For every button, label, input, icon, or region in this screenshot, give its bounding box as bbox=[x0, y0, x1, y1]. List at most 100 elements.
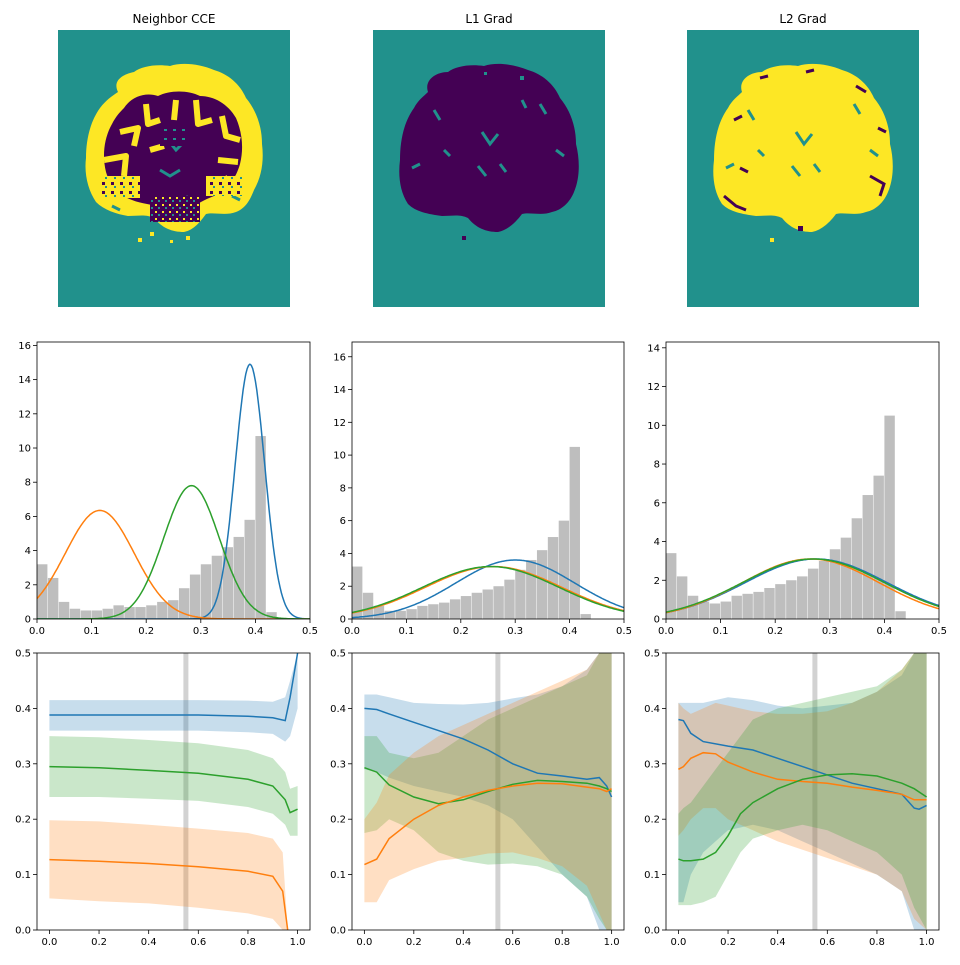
histogram-bar bbox=[807, 568, 819, 619]
x-tick-label: 0.4 bbox=[562, 626, 578, 637]
x-tick-label: 0.2 bbox=[767, 626, 783, 637]
x-tick-label: 0.2 bbox=[138, 626, 154, 637]
line-blue bbox=[678, 718, 927, 810]
band-orange bbox=[49, 820, 288, 930]
brain-teal-folds bbox=[725, 103, 879, 177]
histogram-bar bbox=[818, 560, 830, 619]
x-tick-label: 0.4 bbox=[770, 937, 786, 948]
x-tick-label: 0.0 bbox=[658, 626, 674, 637]
y-tick-label: 0 bbox=[25, 615, 31, 626]
x-tick-label: 0.2 bbox=[406, 937, 422, 948]
x-tick-label: 0.1 bbox=[713, 626, 729, 637]
brain-purple-edges bbox=[723, 68, 887, 212]
y-tick-label: 0 bbox=[340, 615, 346, 626]
x-tick-label: 0.2 bbox=[453, 626, 469, 637]
y-tick-label: 6 bbox=[25, 512, 31, 523]
histogram-bar bbox=[146, 605, 157, 619]
y-tick-label: 0.4 bbox=[330, 704, 346, 715]
line-orange bbox=[364, 782, 612, 866]
density-curve-blue bbox=[352, 559, 624, 619]
y-tick-label: 8 bbox=[340, 483, 346, 494]
x-tick-label: 0.8 bbox=[554, 937, 570, 948]
histogram-bar bbox=[569, 446, 580, 619]
x-tick-label: 0.0 bbox=[41, 937, 57, 948]
line-blue bbox=[49, 653, 299, 722]
histogram-bar bbox=[895, 611, 906, 619]
x-tick-label: 0.2 bbox=[91, 937, 107, 948]
histogram-bar bbox=[526, 559, 537, 619]
histogram-bar bbox=[515, 569, 526, 619]
histogram-bar bbox=[862, 495, 873, 619]
histogram-bar bbox=[709, 603, 721, 619]
line-orange bbox=[678, 751, 927, 801]
x-tick-label: 0.3 bbox=[193, 626, 209, 637]
y-tick-label: 4 bbox=[340, 549, 346, 560]
y-tick-label: 0.0 bbox=[330, 926, 346, 937]
y-tick-label: 0.2 bbox=[330, 815, 346, 826]
y-tick-label: 10 bbox=[333, 451, 346, 462]
lines-neighbor-cce: 0.0 0.2 0.4 0.6 0.8 1.0 0.0 0.1 0.2 0.3 0.4 0.5 bbox=[15, 649, 311, 948]
x-tick-label: 0.8 bbox=[240, 937, 256, 948]
histogram-bar bbox=[69, 608, 81, 619]
x-tick-label: 1.0 bbox=[290, 937, 306, 948]
histogram-bar bbox=[178, 588, 190, 619]
histogram-bar bbox=[493, 586, 504, 619]
histogram-bar bbox=[666, 553, 677, 619]
x-tick-label: 0.1 bbox=[398, 626, 414, 637]
histogram-bar bbox=[829, 549, 841, 619]
histogram-bar bbox=[168, 600, 179, 619]
y-tick-label: 0.5 bbox=[330, 649, 346, 660]
histogram-bar bbox=[753, 591, 764, 619]
x-tick-label: 0.6 bbox=[505, 937, 521, 948]
y-tick-label: 2 bbox=[340, 582, 346, 593]
histogram-bar bbox=[124, 607, 135, 619]
band-orange bbox=[678, 653, 927, 930]
axes-frame bbox=[36, 341, 311, 620]
y-tick-label: 10 bbox=[18, 444, 31, 455]
y-tick-label: 12 bbox=[333, 418, 346, 429]
histogram-bar bbox=[58, 601, 70, 619]
y-tick-label: 8 bbox=[25, 478, 31, 489]
histogram-bar bbox=[840, 537, 852, 619]
histogram-bar bbox=[406, 609, 417, 619]
x-tick-label: 0.8 bbox=[869, 937, 885, 948]
y-tick-label: 0.3 bbox=[644, 759, 660, 770]
histogram-bar bbox=[417, 605, 428, 619]
band-green bbox=[49, 736, 298, 836]
y-tick-label: 0.1 bbox=[644, 870, 660, 881]
histogram-bar bbox=[698, 601, 710, 619]
histogram-bar bbox=[797, 576, 808, 619]
x-tick-label: 1.0 bbox=[919, 937, 935, 948]
axes-frame bbox=[351, 652, 625, 931]
y-tick-label: 14 bbox=[18, 375, 31, 386]
brainstem-speckle bbox=[150, 196, 200, 222]
axes-frame bbox=[665, 341, 940, 620]
histogram-l1-grad: 0.0 0.1 0.2 0.3 0.4 0.5 0 2 4 6 8 10 12 14 16 bbox=[333, 341, 632, 637]
y-tick-label: 0.1 bbox=[330, 870, 346, 881]
density-curve-green bbox=[666, 558, 939, 613]
histogram-bar bbox=[244, 519, 255, 619]
x-tick-label: 1.0 bbox=[604, 937, 620, 948]
y-tick-label: 0.4 bbox=[644, 704, 660, 715]
histogram-l2-grad: 0.0 0.1 0.2 0.3 0.4 0.5 0 2 4 6 8 10 12 14 bbox=[647, 341, 947, 637]
x-tick-label: 0.4 bbox=[876, 626, 892, 637]
ventricle-speckle bbox=[160, 126, 190, 146]
y-tick-label: 0.0 bbox=[644, 926, 660, 937]
x-tick-label: 0.5 bbox=[931, 626, 947, 637]
y-tick-label: 16 bbox=[333, 352, 346, 363]
histogram-bar bbox=[384, 610, 396, 619]
histogram-bar bbox=[102, 608, 113, 619]
map-l2-grad bbox=[687, 30, 919, 307]
x-tick-label: 0.0 bbox=[670, 937, 686, 948]
y-tick-label: 14 bbox=[333, 385, 346, 396]
y-tick-label: 4 bbox=[25, 546, 31, 557]
histogram-bar bbox=[786, 580, 797, 619]
band-blue bbox=[49, 653, 298, 742]
x-tick-label: 0.0 bbox=[356, 937, 372, 948]
histogram-bar bbox=[157, 601, 168, 619]
x-tick-label: 0.4 bbox=[455, 937, 471, 948]
panel-title-neighbor-cce: Neighbor CCE bbox=[133, 12, 216, 26]
x-tick-label: 0.3 bbox=[822, 626, 838, 637]
histogram-bar bbox=[80, 610, 92, 619]
